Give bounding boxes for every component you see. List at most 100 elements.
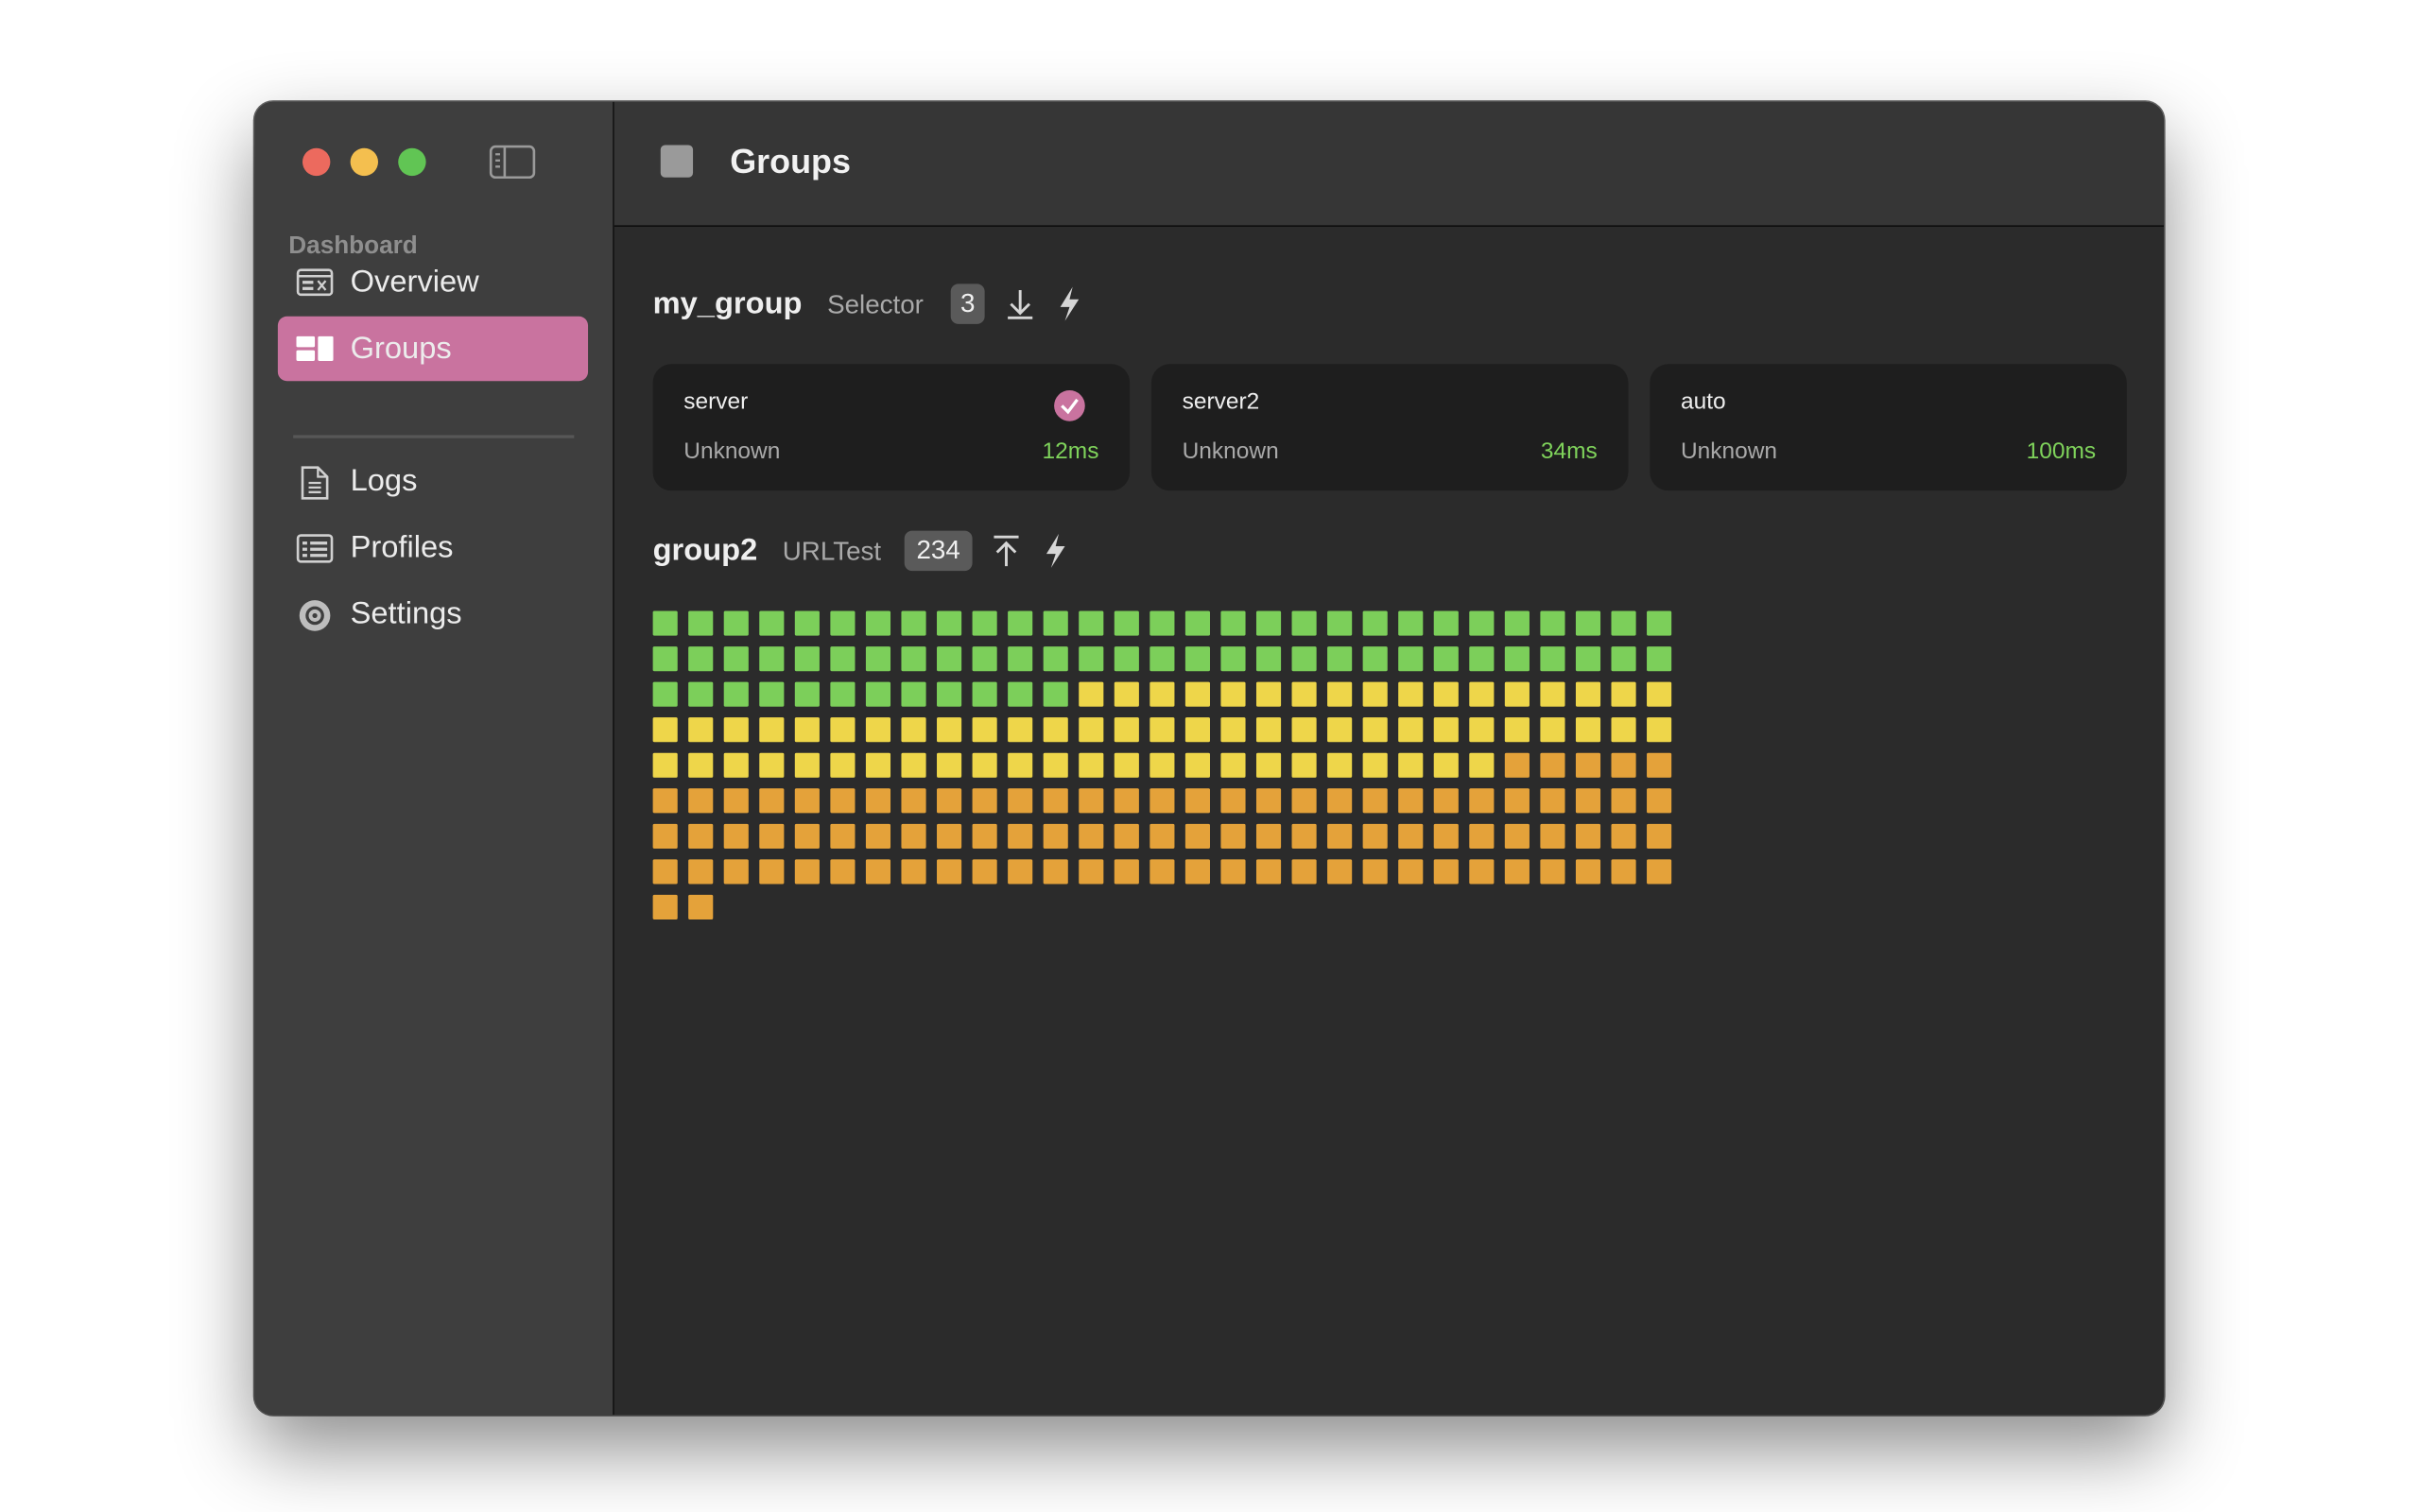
node-square[interactable] xyxy=(652,788,678,814)
node-square[interactable] xyxy=(1575,752,1601,778)
node-square[interactable] xyxy=(972,610,997,636)
node-square[interactable] xyxy=(1433,859,1459,885)
node-square[interactable] xyxy=(688,823,714,849)
node-square[interactable] xyxy=(1043,717,1068,743)
node-square[interactable] xyxy=(901,610,926,636)
node-square[interactable] xyxy=(1114,752,1139,778)
node-square[interactable] xyxy=(1540,823,1565,849)
node-square[interactable] xyxy=(937,788,962,814)
node-square[interactable] xyxy=(1327,823,1353,849)
node-square[interactable] xyxy=(1184,823,1210,849)
node-square[interactable] xyxy=(830,823,856,849)
node-square[interactable] xyxy=(1008,646,1033,672)
node-square[interactable] xyxy=(652,894,678,920)
node-square[interactable] xyxy=(652,859,678,885)
close-button[interactable] xyxy=(302,147,331,177)
node-square[interactable] xyxy=(1398,681,1424,707)
node-square[interactable] xyxy=(794,823,820,849)
node-square[interactable] xyxy=(1079,788,1104,814)
node-square[interactable] xyxy=(1611,823,1636,849)
node-square[interactable] xyxy=(972,788,997,814)
node-square[interactable] xyxy=(759,788,785,814)
node-square[interactable] xyxy=(1150,646,1175,672)
node-square[interactable] xyxy=(937,859,962,885)
node-square[interactable] xyxy=(972,823,997,849)
node-square[interactable] xyxy=(759,823,785,849)
node-square[interactable] xyxy=(1469,859,1495,885)
node-square[interactable] xyxy=(652,752,678,778)
node-square[interactable] xyxy=(688,752,714,778)
node-square[interactable] xyxy=(1611,859,1636,885)
node-square[interactable] xyxy=(901,646,926,672)
node-square[interactable] xyxy=(1362,788,1388,814)
node-square[interactable] xyxy=(1433,823,1459,849)
node-square[interactable] xyxy=(1255,681,1282,707)
node-square[interactable] xyxy=(1504,788,1530,814)
node-square[interactable] xyxy=(1504,823,1530,849)
node-square[interactable] xyxy=(1255,646,1282,672)
node-square[interactable] xyxy=(1150,788,1175,814)
node-square[interactable] xyxy=(865,610,891,636)
node-square[interactable] xyxy=(1008,788,1033,814)
node-square[interactable] xyxy=(1184,610,1210,636)
node-square[interactable] xyxy=(830,681,856,707)
node-square[interactable] xyxy=(688,894,714,920)
node-square[interactable] xyxy=(723,752,749,778)
proxy-card[interactable]: server2 Unknown 34ms xyxy=(1150,364,1629,491)
sidebar-toggle[interactable] xyxy=(489,145,536,180)
node-square[interactable] xyxy=(1255,717,1282,743)
node-square[interactable] xyxy=(1255,859,1282,885)
node-square[interactable] xyxy=(1362,717,1388,743)
node-square[interactable] xyxy=(1647,859,1672,885)
node-square[interactable] xyxy=(865,823,891,849)
node-square[interactable] xyxy=(901,788,926,814)
node-square[interactable] xyxy=(1362,681,1388,707)
node-square[interactable] xyxy=(1647,681,1672,707)
node-square[interactable] xyxy=(1469,788,1495,814)
node-square[interactable] xyxy=(830,646,856,672)
node-square[interactable] xyxy=(1291,610,1317,636)
node-square[interactable] xyxy=(1327,788,1353,814)
node-square[interactable] xyxy=(1327,610,1353,636)
node-square[interactable] xyxy=(1469,717,1495,743)
node-square[interactable] xyxy=(1150,859,1175,885)
node-square[interactable] xyxy=(1079,752,1104,778)
node-square[interactable] xyxy=(1255,823,1282,849)
node-square[interactable] xyxy=(1008,717,1033,743)
node-square[interactable] xyxy=(1504,752,1530,778)
test-latency-button[interactable] xyxy=(1057,285,1081,322)
node-square[interactable] xyxy=(652,717,678,743)
node-square[interactable] xyxy=(1184,646,1210,672)
node-square[interactable] xyxy=(723,859,749,885)
node-square[interactable] xyxy=(652,610,678,636)
node-square[interactable] xyxy=(794,859,820,885)
collapse-button[interactable] xyxy=(991,534,1022,568)
node-square[interactable] xyxy=(901,823,926,849)
node-square[interactable] xyxy=(1079,610,1104,636)
node-square[interactable] xyxy=(1008,752,1033,778)
node-square[interactable] xyxy=(1255,752,1282,778)
node-square[interactable] xyxy=(1079,681,1104,707)
node-square[interactable] xyxy=(1433,717,1459,743)
node-square[interactable] xyxy=(1043,646,1068,672)
node-square[interactable] xyxy=(1327,681,1353,707)
node-square[interactable] xyxy=(1291,646,1317,672)
node-square[interactable] xyxy=(901,752,926,778)
node-square[interactable] xyxy=(1220,788,1246,814)
node-square[interactable] xyxy=(937,646,962,672)
node-square[interactable] xyxy=(1043,610,1068,636)
node-square[interactable] xyxy=(1398,823,1424,849)
node-square[interactable] xyxy=(1433,646,1459,672)
node-square[interactable] xyxy=(1008,681,1033,707)
node-square[interactable] xyxy=(1575,859,1601,885)
node-square[interactable] xyxy=(1611,752,1636,778)
node-square[interactable] xyxy=(1327,752,1353,778)
sidebar-item[interactable]: Logs xyxy=(278,449,588,514)
node-square[interactable] xyxy=(972,681,997,707)
node-square[interactable] xyxy=(865,859,891,885)
node-square[interactable] xyxy=(794,646,820,672)
node-square[interactable] xyxy=(1504,859,1530,885)
minimize-button[interactable] xyxy=(350,147,378,177)
node-square[interactable] xyxy=(1043,752,1068,778)
node-square[interactable] xyxy=(1184,681,1210,707)
